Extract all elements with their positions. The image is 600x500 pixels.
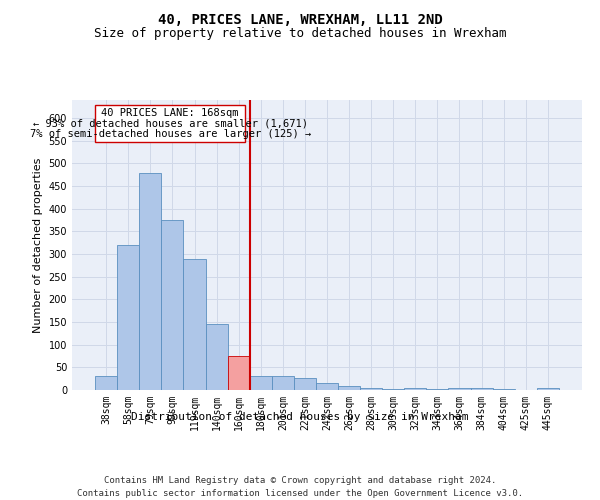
Bar bbox=[404, 388, 427, 390]
Bar bbox=[537, 388, 559, 390]
Bar bbox=[184, 258, 206, 390]
Bar bbox=[316, 383, 338, 390]
Bar bbox=[427, 388, 448, 390]
Bar bbox=[117, 245, 139, 390]
Bar bbox=[493, 388, 515, 390]
Bar bbox=[250, 376, 272, 390]
Text: ← 93% of detached houses are smaller (1,671): ← 93% of detached houses are smaller (1,… bbox=[33, 118, 308, 128]
Text: Distribution of detached houses by size in Wrexham: Distribution of detached houses by size … bbox=[131, 412, 469, 422]
Text: 7% of semi-detached houses are larger (125) →: 7% of semi-detached houses are larger (1… bbox=[29, 130, 311, 140]
Bar bbox=[139, 172, 161, 390]
Text: 40, PRICES LANE, WREXHAM, LL11 2ND: 40, PRICES LANE, WREXHAM, LL11 2ND bbox=[158, 12, 442, 26]
Bar bbox=[206, 324, 227, 390]
Bar bbox=[382, 388, 404, 390]
Text: Contains HM Land Registry data © Crown copyright and database right 2024.
Contai: Contains HM Land Registry data © Crown c… bbox=[77, 476, 523, 498]
Bar bbox=[294, 378, 316, 390]
Bar bbox=[448, 388, 470, 390]
Bar bbox=[470, 388, 493, 390]
Bar bbox=[360, 388, 382, 390]
Bar bbox=[338, 386, 360, 390]
Text: Size of property relative to detached houses in Wrexham: Size of property relative to detached ho… bbox=[94, 28, 506, 40]
Bar bbox=[272, 376, 294, 390]
Bar bbox=[161, 220, 184, 390]
Bar bbox=[227, 356, 250, 390]
Bar bbox=[95, 106, 245, 142]
Y-axis label: Number of detached properties: Number of detached properties bbox=[33, 158, 43, 332]
Bar bbox=[95, 376, 117, 390]
Text: 40 PRICES LANE: 168sqm: 40 PRICES LANE: 168sqm bbox=[101, 108, 239, 118]
